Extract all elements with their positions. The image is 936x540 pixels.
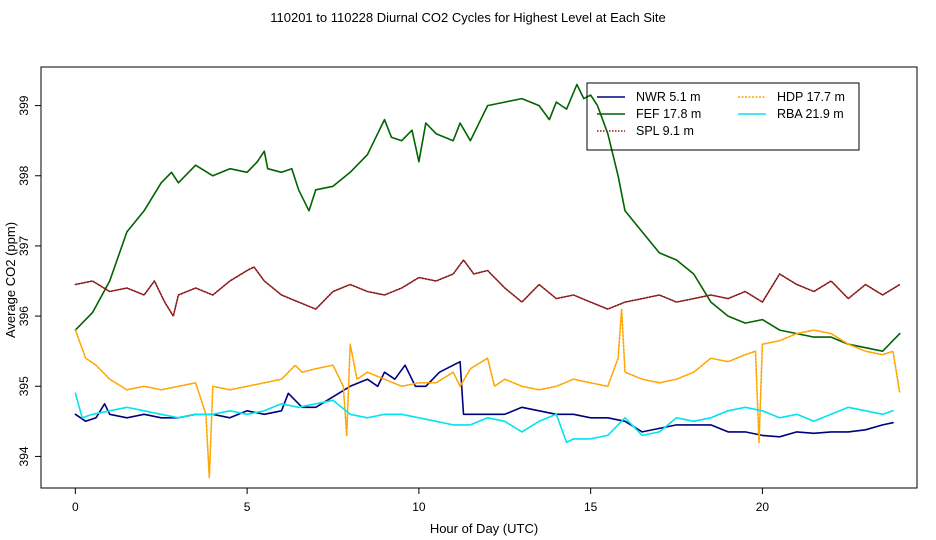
legend-label: NWR 5.1 m [636, 90, 701, 104]
legend-label: RBA 21.9 m [777, 107, 844, 121]
y-tick-label: 394 [17, 446, 31, 466]
y-tick-label: 396 [17, 306, 31, 326]
chart-title: 110201 to 110228 Diurnal CO2 Cycles for … [270, 10, 666, 25]
x-tick-label: 10 [412, 500, 426, 514]
y-tick-label: 398 [17, 165, 31, 185]
series-line-4 [74, 308, 901, 479]
x-axis: 0 5 10 15 20 [72, 488, 769, 514]
x-tick-label: 20 [756, 500, 770, 514]
y-axis-label: Average CO2 (ppm) [3, 222, 18, 338]
x-axis-label: Hour of Day (UTC) [430, 521, 538, 536]
legend-box [586, 82, 860, 151]
y-tick-label: 395 [17, 376, 31, 396]
series-line-2 [74, 83, 901, 353]
y-tick-label: 397 [17, 236, 31, 256]
x-tick-label: 5 [244, 500, 251, 514]
series-line-5 [74, 392, 894, 444]
legend-label: FEF 17.8 m [636, 107, 701, 121]
y-axis: 394 395 396 397 398 399 [17, 95, 41, 466]
series-line-1 [74, 360, 894, 438]
x-tick-label: 0 [72, 500, 79, 514]
legend-label: HDP 17.7 m [777, 90, 845, 104]
y-tick-label: 399 [17, 95, 31, 115]
series-line-3 [74, 259, 901, 317]
series-layer [74, 83, 901, 479]
plot-frame [40, 66, 918, 489]
x-tick-label: 15 [584, 500, 598, 514]
legend: NWR 5.1 m FEF 17.8 m SPL 9.1 m HDP 17.7 m RB… [586, 82, 860, 151]
legend-label: SPL 9.1 m [636, 124, 694, 138]
